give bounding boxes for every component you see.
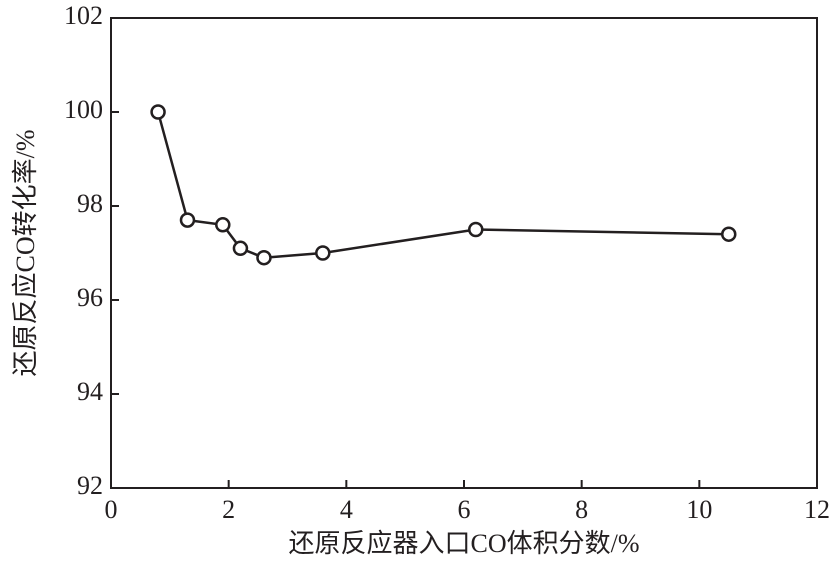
x-axis-label: 还原反应器入口CO体积分数/% [288,529,639,558]
y-tick-label: 92 [77,471,103,500]
y-tick-label: 94 [77,377,103,406]
y-tick-label: 100 [64,95,103,124]
y-axis-label: 还原反应CO转化率/% [11,129,40,376]
x-tick-label: 2 [222,495,235,524]
data-marker [232,240,249,257]
plot-frame [110,17,818,489]
y-tick-label: 102 [64,1,103,30]
data-marker [721,226,737,242]
x-tick-label: 6 [458,495,471,524]
x-tick-label: 4 [340,495,353,524]
data-marker [468,221,484,238]
data-marker [179,212,196,228]
data-marker [315,245,331,261]
x-tick-label: 12 [804,495,830,524]
data-line [156,111,729,259]
x-tick-label: 0 [105,495,118,524]
data-marker [150,104,166,120]
x-tick-label: 8 [575,495,588,524]
y-tick-label: 96 [77,283,103,312]
data-marker [215,217,231,233]
data-marker [256,249,272,266]
x-tick-label: 10 [686,495,712,524]
y-tick-label: 98 [77,189,103,218]
